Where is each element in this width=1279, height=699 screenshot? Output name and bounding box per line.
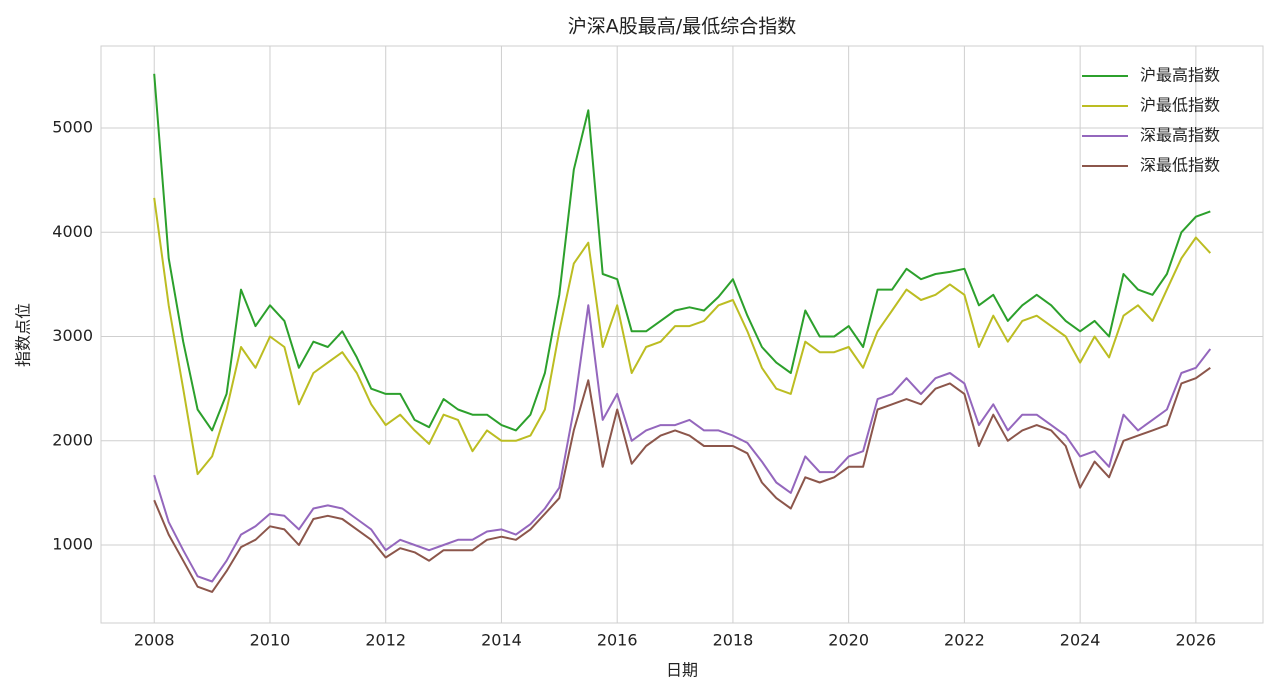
y-tick-label: 4000: [52, 222, 93, 241]
legend-label: 深最高指数: [1140, 126, 1220, 145]
x-tick-label: 2022: [944, 631, 985, 650]
y-axis-label: 指数点位: [14, 303, 33, 367]
legend-label: 沪最低指数: [1140, 96, 1220, 115]
x-tick-label: 2014: [481, 631, 522, 650]
y-tick-label: 3000: [52, 326, 93, 345]
line: [153, 366, 1211, 593]
x-tick-label: 2010: [250, 631, 291, 650]
legend-label: 沪最高指数: [1140, 66, 1220, 85]
x-tick-label: 2012: [365, 631, 406, 650]
x-tick-label: 2008: [134, 631, 175, 650]
line: [153, 73, 1211, 432]
x-tick-label: 2024: [1060, 631, 1101, 650]
y-tick-label: 5000: [52, 118, 93, 137]
plot-frame: [100, 45, 1264, 624]
x-tick-label: 2016: [597, 631, 638, 650]
y-tick-label: 1000: [52, 535, 93, 554]
chart-title: 沪深A股最高/最低综合指数: [568, 16, 796, 38]
x-axis-label: 日期: [666, 661, 698, 680]
x-tick-label: 2020: [828, 631, 869, 650]
legend-label: 深最低指数: [1140, 156, 1220, 175]
x-tick-label: 2018: [713, 631, 754, 650]
line: [153, 304, 1212, 583]
x-tick-label: 2026: [1176, 631, 1217, 650]
y-tick-label: 2000: [52, 430, 93, 449]
line: [153, 197, 1212, 476]
